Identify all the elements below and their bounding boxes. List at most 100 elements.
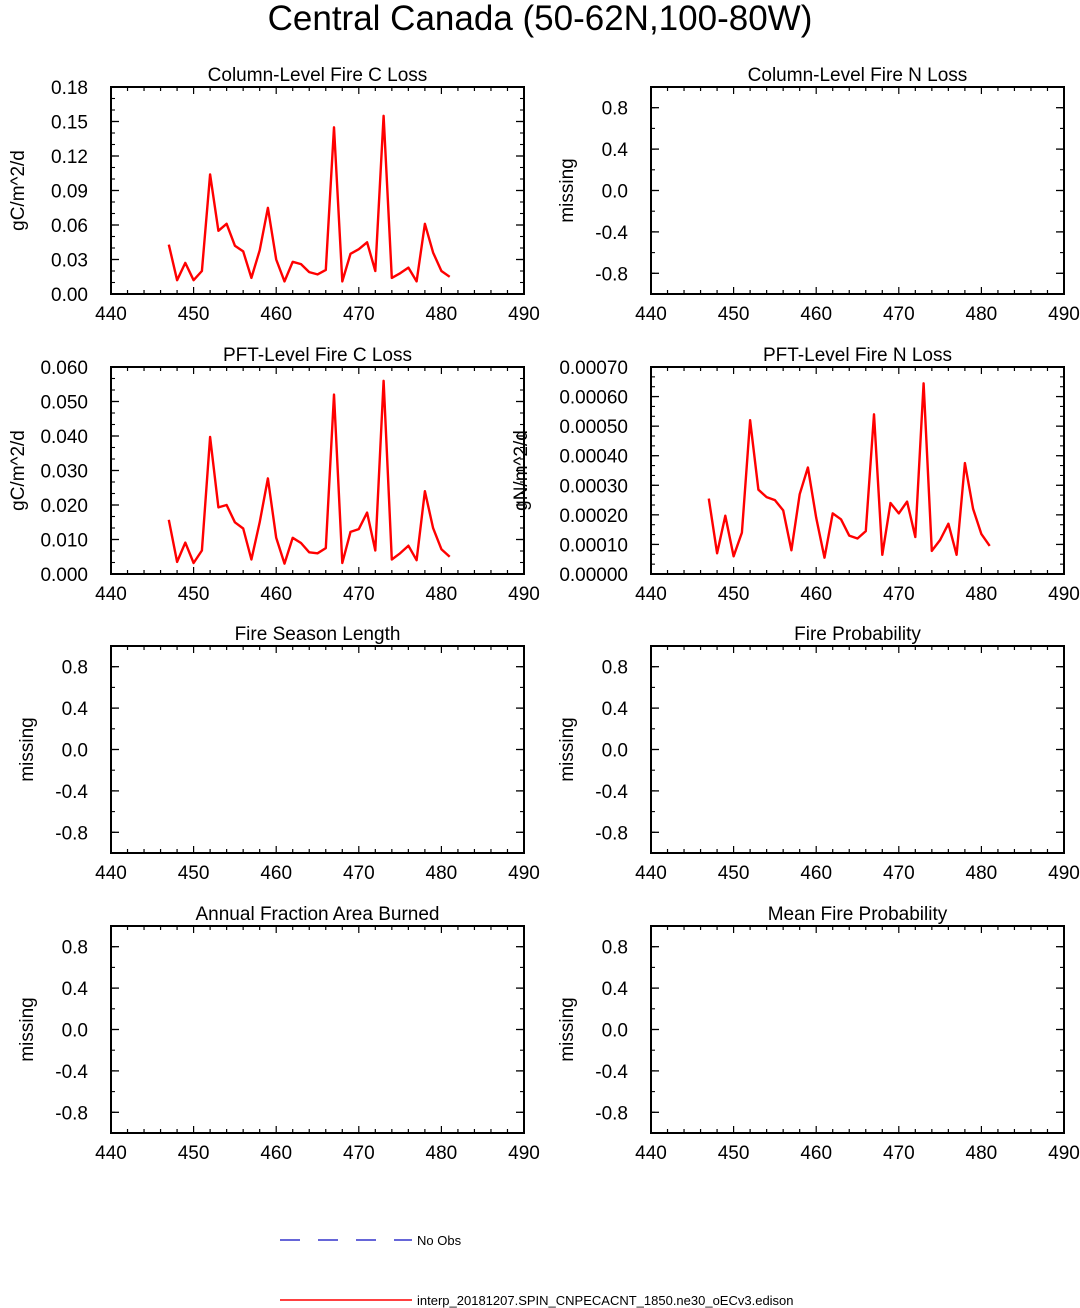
panel-title: Mean Fire Probability [768,904,948,925]
y-tick-label: 0.0 [62,741,88,762]
y-tick-label: 0.010 [40,531,88,552]
y-tick-label: -0.4 [595,1062,628,1083]
legend: No Obs interp_20181207.SPIN_CNPECACNT_185… [280,1233,794,1308]
x-tick-label: 460 [800,304,832,325]
series-line [707,382,991,559]
legend-obs-label: No Obs [417,1233,462,1248]
x-tick-label: 460 [260,863,292,884]
y-tick-label: 0.0 [62,1021,88,1042]
x-tick-label: 450 [178,584,210,605]
x-tick-label: 440 [95,584,127,605]
y-tick-label: -0.4 [55,782,88,803]
x-tick-label: 440 [635,1143,667,1164]
x-tick-label: 470 [343,584,375,605]
y-tick-label: 0.020 [40,496,88,517]
x-tick-label: 440 [635,863,667,884]
y-tick-label: 0.00 [51,285,88,306]
panel-title: Column-Level Fire C Loss [208,65,428,86]
panel-title: Annual Fraction Area Burned [196,904,440,925]
x-tick-label: 440 [635,584,667,605]
x-tick-label: 450 [718,304,750,325]
plot-frame [110,925,525,1134]
y-axis-label: missing [557,158,578,222]
y-tick-label: 0.030 [40,462,88,483]
y-tick-label: 0.00050 [559,417,628,438]
x-tick-label: 470 [343,863,375,884]
series-line [167,379,451,565]
y-tick-label: 0.09 [51,182,88,203]
y-tick-label: 0.18 [51,78,88,99]
x-tick-label: 460 [260,304,292,325]
y-tick-label: 0.0 [602,1021,628,1042]
y-tick-label: 0.8 [602,99,628,120]
x-tick-label: 440 [635,304,667,325]
y-tick-label: -0.8 [595,1103,628,1124]
y-tick-label: 0.0 [602,741,628,762]
y-axis-label: gC/m^2/d [8,150,29,231]
page-title: Central Canada (50-62N,100-80W) [267,0,813,38]
y-tick-label: 0.00070 [559,358,628,379]
y-tick-label: 0.060 [40,358,88,379]
panel-4: PFT-Level Fire N Loss 440 450 460 470 480 490 0… [511,345,1080,605]
y-tick-label: 0.03 [51,251,88,272]
y-tick-label: 0.4 [602,699,629,720]
x-tick-label: 440 [95,863,127,884]
x-tick-label: 450 [178,304,210,325]
panel-title: PFT-Level Fire N Loss [763,345,952,366]
x-tick-label: 450 [718,1143,750,1164]
panel-8: Mean Fire Probability 440 450 460 470 480 490 -… [557,904,1080,1164]
y-tick-label: -0.8 [595,264,628,285]
plot-frame [650,86,1065,295]
x-tick-label: 470 [883,863,915,884]
y-tick-label: -0.4 [595,223,628,244]
y-axis-label: missing [557,997,578,1061]
y-tick-label: -0.4 [55,1062,88,1083]
x-tick-label: 460 [800,584,832,605]
y-tick-label: 0.8 [602,938,628,959]
x-tick-label: 480 [966,584,998,605]
x-tick-label: 460 [800,863,832,884]
y-tick-label: -0.4 [595,782,628,803]
x-tick-label: 450 [718,584,750,605]
x-tick-label: 470 [343,304,375,325]
x-tick-label: 480 [966,863,998,884]
x-tick-label: 480 [426,304,458,325]
y-axis-label: missing [17,997,38,1061]
y-tick-label: 0.06 [51,216,88,237]
y-axis-label: gC/m^2/d [8,430,29,511]
panel-6: Fire Probability 440 450 460 470 480 490 -0.8 -0… [557,624,1080,884]
y-tick-label: 0.00010 [559,535,628,556]
panel-2: Column-Level Fire N Loss 440 450 460 470 480 4… [557,65,1080,325]
y-tick-label: 0.4 [62,979,89,1000]
y-tick-label: 0.8 [62,938,88,959]
x-tick-label: 460 [800,1143,832,1164]
y-tick-label: -0.8 [55,1103,88,1124]
x-tick-label: 450 [718,863,750,884]
y-tick-label: 0.040 [40,427,88,448]
x-tick-label: 480 [966,1143,998,1164]
x-tick-label: 480 [426,584,458,605]
x-tick-label: 480 [426,1143,458,1164]
y-tick-label: 0.4 [602,140,629,161]
panel-title: Fire Probability [794,624,921,645]
x-tick-label: 490 [508,584,540,605]
legend-model-label: interp_20181207.SPIN_CNPECACNT_1850.ne30… [417,1293,794,1308]
x-tick-label: 470 [883,1143,915,1164]
x-tick-label: 490 [1048,863,1080,884]
x-tick-label: 480 [966,304,998,325]
x-tick-label: 470 [883,584,915,605]
x-tick-label: 470 [883,304,915,325]
y-axis-label: missing [17,717,38,781]
x-tick-label: 450 [178,863,210,884]
x-tick-label: 480 [426,863,458,884]
y-tick-label: 0.15 [51,113,88,134]
y-tick-label: 0.00030 [559,476,628,497]
panel-title: PFT-Level Fire C Loss [223,345,412,366]
y-tick-label: 0.12 [51,147,88,168]
x-tick-label: 490 [508,1143,540,1164]
y-tick-label: -0.8 [55,823,88,844]
plot-frame [650,925,1065,1134]
x-tick-label: 450 [178,1143,210,1164]
plot-frame [110,645,525,854]
x-tick-label: 490 [508,863,540,884]
